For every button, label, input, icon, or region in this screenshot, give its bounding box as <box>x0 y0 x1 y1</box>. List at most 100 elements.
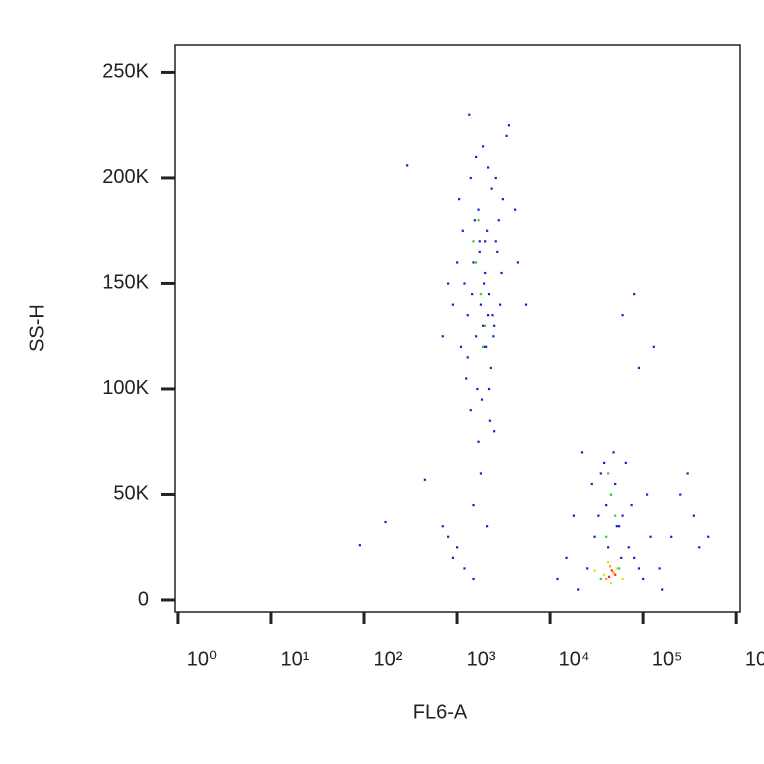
event-dot <box>499 303 502 306</box>
event-dot <box>493 430 496 433</box>
event-dot <box>459 345 463 348</box>
event-dot <box>614 573 617 576</box>
event-dot <box>468 113 471 116</box>
x-tick-label: 10⁰ <box>187 648 217 670</box>
event-dot <box>516 261 520 264</box>
x-tick-label: 10² <box>374 648 403 670</box>
event-dot <box>490 187 493 190</box>
event-dot <box>603 573 606 576</box>
event-dot <box>607 560 610 564</box>
event-dot <box>621 314 624 317</box>
event-dot <box>471 292 474 296</box>
y-tick-label: 150K <box>102 272 149 294</box>
event-dot <box>645 493 649 496</box>
event-dot <box>661 588 664 591</box>
y-tick-label: 100K <box>102 377 149 399</box>
event-dot <box>593 535 596 538</box>
event-dot <box>505 134 508 137</box>
event-dot <box>637 567 641 570</box>
event-dot <box>597 514 600 517</box>
event-dot <box>441 525 444 528</box>
event-dot <box>477 219 480 222</box>
event-dot <box>608 575 611 578</box>
x-tick-label: 10¹ <box>281 648 310 670</box>
event-dot <box>556 577 559 581</box>
event-dot <box>488 419 492 422</box>
event-dot <box>572 514 576 517</box>
event-dot <box>637 366 641 370</box>
y-tick-label: 200K <box>102 166 149 188</box>
event-dot <box>477 440 480 443</box>
event-dot <box>610 569 613 572</box>
y-tick-label: 50K <box>113 483 149 505</box>
event-dot <box>608 565 612 568</box>
event-dot <box>627 546 630 549</box>
event-dot <box>698 546 701 549</box>
event-dot <box>615 525 618 528</box>
event-dot <box>469 176 472 180</box>
event-dot <box>451 303 454 306</box>
event-dot <box>463 567 466 570</box>
event-dot <box>466 314 469 317</box>
event-dot <box>624 461 627 465</box>
event-dot <box>603 461 606 465</box>
event-dot <box>649 535 652 538</box>
event-dot <box>507 124 510 127</box>
event-dot <box>609 493 613 496</box>
event-dot <box>486 314 490 317</box>
event-dot <box>473 219 476 222</box>
event-dot <box>494 176 497 180</box>
event-dot <box>524 303 528 306</box>
x-axis-label: FL6-A <box>413 701 468 723</box>
y-tick-label: 250K <box>102 61 149 83</box>
event-dot <box>441 335 444 338</box>
event-dot <box>593 569 596 572</box>
event-dot <box>478 250 481 253</box>
event-dot <box>652 345 655 348</box>
event-dot <box>605 504 608 507</box>
event-dot <box>501 198 504 201</box>
event-dot <box>599 472 602 475</box>
event-dot <box>481 324 485 327</box>
event-dot <box>458 198 461 201</box>
x-tick-label: 10⁵ <box>652 648 683 670</box>
event-dot <box>491 314 494 317</box>
event-dot <box>614 482 617 486</box>
event-dot <box>670 535 673 538</box>
event-dot <box>463 282 466 285</box>
event-dot <box>494 240 497 243</box>
event-dot <box>478 240 481 243</box>
event-dot <box>599 577 602 581</box>
event-dot <box>472 504 475 507</box>
event-dot <box>423 478 426 481</box>
x-tick-label: 10⁴ <box>559 648 590 670</box>
event-dot <box>481 345 485 348</box>
event-dot <box>612 451 615 454</box>
event-dot <box>461 229 464 232</box>
event-dot <box>577 588 580 591</box>
event-dot <box>621 577 624 581</box>
event-dot <box>614 514 617 517</box>
event-dot <box>590 482 593 486</box>
event-dot <box>617 525 621 528</box>
event-dot <box>472 577 475 581</box>
event-dot <box>612 571 615 574</box>
event-dot <box>497 219 500 222</box>
event-dot <box>487 387 491 391</box>
event-dot <box>609 582 613 585</box>
event-dot <box>472 261 475 264</box>
event-dot <box>486 525 489 528</box>
event-dot <box>481 145 485 148</box>
event-dot <box>456 546 459 549</box>
event-dot <box>358 544 361 547</box>
event-dot <box>692 514 695 517</box>
event-dot <box>451 556 454 559</box>
event-dot <box>580 451 584 454</box>
event-dot <box>406 164 409 167</box>
event-dot <box>384 520 387 524</box>
event-dot <box>633 556 636 559</box>
y-axis-label: SS-H <box>26 304 48 352</box>
event-dot <box>620 556 623 559</box>
event-dot <box>484 240 487 243</box>
